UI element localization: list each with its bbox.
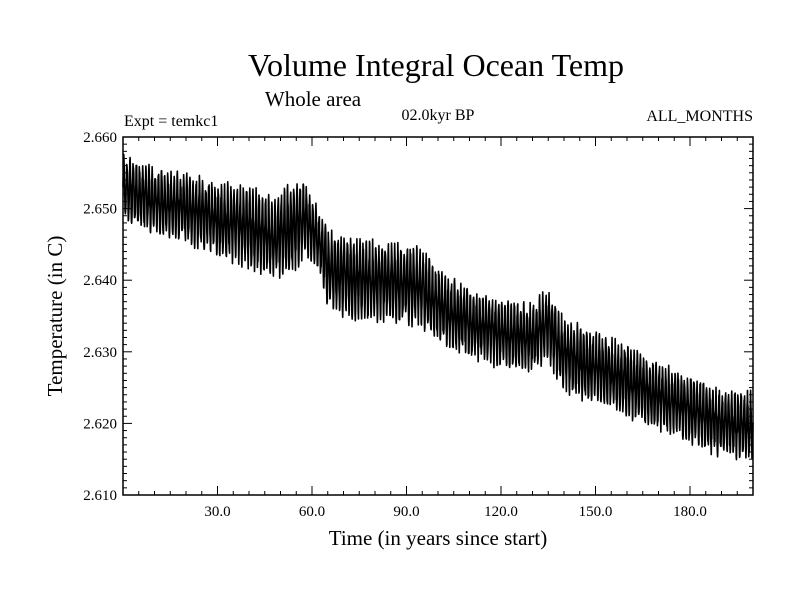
y-tick-label: 2.610	[83, 488, 117, 504]
x-tick-label: 150.0	[579, 504, 613, 520]
chart-title: Volume Integral Ocean Temp	[248, 47, 624, 83]
x-tick-label: 60.0	[299, 504, 325, 520]
y-axis-label: Temperature (in C)	[43, 236, 67, 397]
y-tick-label: 2.630	[83, 345, 117, 361]
x-tick-label: 30.0	[204, 504, 230, 520]
y-tick-label: 2.640	[83, 273, 117, 289]
annotation-months: ALL_MONTHS	[646, 108, 753, 125]
series-line	[122, 153, 754, 461]
x-tick-label: 90.0	[393, 504, 419, 520]
y-tick-label: 2.650	[83, 202, 117, 218]
ticks-layer: 2.610 2.620 2.630 2.640 2.650 2.660 30.0 60.0 90…	[83, 130, 753, 520]
x-tick-label: 180.0	[673, 504, 707, 520]
series-layer	[122, 153, 754, 461]
chart-subtitle: Whole area	[265, 87, 362, 111]
annotation-experiment: Expt = temkc1	[124, 113, 218, 130]
x-axis-label: Time (in years since start)	[329, 526, 548, 550]
x-tick-label: 120.0	[484, 504, 518, 520]
plot-frame	[122, 136, 754, 496]
annotation-period: 02.0kyr BP	[402, 107, 475, 124]
y-tick-label: 2.660	[83, 130, 117, 146]
y-tick-label: 2.620	[83, 416, 117, 432]
